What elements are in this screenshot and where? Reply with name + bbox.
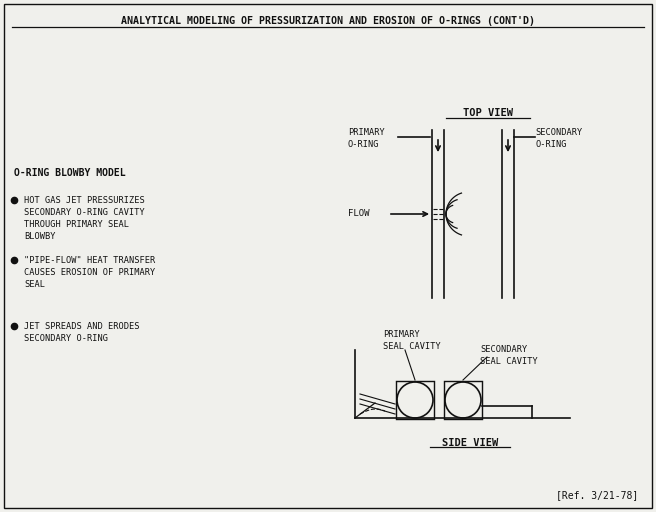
Text: PRIMARY
O-RING: PRIMARY O-RING: [348, 128, 385, 149]
Text: PRIMARY
SEAL CAVITY: PRIMARY SEAL CAVITY: [383, 330, 441, 351]
Text: O-RING BLOWBY MODEL: O-RING BLOWBY MODEL: [14, 168, 126, 178]
Text: ANALYTICAL MODELING OF PRESSURIZATION AND EROSION OF O-RINGS (CONT'D): ANALYTICAL MODELING OF PRESSURIZATION AN…: [121, 16, 535, 26]
Bar: [396, 381, 434, 419]
Text: [Ref. 3/21-78]: [Ref. 3/21-78]: [556, 490, 638, 500]
Text: TOP VIEW: TOP VIEW: [463, 108, 513, 118]
Text: SECONDARY
SEAL CAVITY: SECONDARY SEAL CAVITY: [480, 345, 538, 366]
Text: HOT GAS JET PRESSURIZES
SECONDARY O-RING CAVITY
THROUGH PRIMARY SEAL
BLOWBY: HOT GAS JET PRESSURIZES SECONDARY O-RING…: [24, 196, 145, 242]
Bar: [444, 381, 482, 419]
Text: JET SPREADS AND ERODES
SECONDARY O-RING: JET SPREADS AND ERODES SECONDARY O-RING: [24, 322, 140, 343]
Text: FLOW: FLOW: [348, 209, 369, 219]
Text: "PIPE-FLOW" HEAT TRANSFER
CAUSES EROSION OF PRIMARY
SEAL: "PIPE-FLOW" HEAT TRANSFER CAUSES EROSION…: [24, 256, 155, 289]
Text: SECONDARY
O-RING: SECONDARY O-RING: [535, 128, 583, 149]
Text: SIDE VIEW: SIDE VIEW: [442, 438, 498, 448]
